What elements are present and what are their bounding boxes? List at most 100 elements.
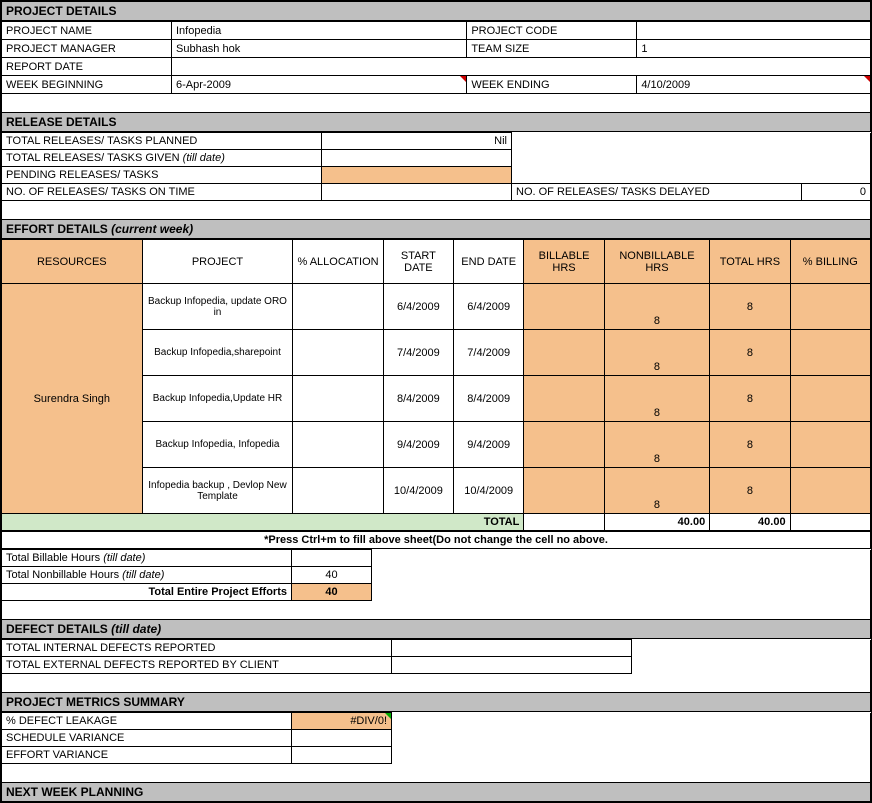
effort-end[interactable]: 9/4/2009 <box>454 422 524 468</box>
release-details-header: RELEASE DETAILS <box>1 112 871 132</box>
week-beginning-label: WEEK BEGINNING <box>2 76 172 94</box>
effort-total-billable[interactable] <box>524 514 604 531</box>
effort-total[interactable]: 8 <box>710 330 790 376</box>
week-beginning-value[interactable]: 6-Apr-2009 <box>172 76 467 94</box>
effort-billable[interactable] <box>524 330 604 376</box>
effort-end[interactable]: 8/4/2009 <box>454 376 524 422</box>
project-code-label: PROJECT CODE <box>467 22 637 40</box>
col-project: PROJECT <box>142 240 293 284</box>
effort-project[interactable]: Backup Infopedia, Infopedia <box>142 422 293 468</box>
effort-project[interactable]: Infopedia backup , Devlop New Template <box>142 468 293 514</box>
releases-delayed-label: NO. OF RELEASES/ TASKS DELAYED <box>512 184 802 201</box>
effort-project[interactable]: Backup Infopedia,sharepoint <box>142 330 293 376</box>
effort-total-pctbilling[interactable] <box>790 514 870 531</box>
effort-billable[interactable] <box>524 422 604 468</box>
effort-end[interactable]: 7/4/2009 <box>454 330 524 376</box>
effort-total[interactable]: 8 <box>710 376 790 422</box>
effort-allocation[interactable] <box>293 284 383 330</box>
effort-nonbillable[interactable]: 8 <box>604 422 709 468</box>
effort-total-total[interactable]: 40.00 <box>710 514 790 531</box>
effort-details-table: RESOURCES PROJECT % ALLOCATION START DAT… <box>1 239 871 531</box>
pending-releases-label: PENDING RELEASES/ TASKS <box>2 167 322 184</box>
effort-allocation[interactable] <box>293 468 383 514</box>
col-end-date: END DATE <box>454 240 524 284</box>
metrics-header: PROJECT METRICS SUMMARY <box>1 692 871 712</box>
releases-planned-value[interactable]: Nil <box>322 133 512 150</box>
col-resources: RESOURCES <box>2 240 143 284</box>
effort-allocation[interactable] <box>293 376 383 422</box>
project-manager-value[interactable]: Subhash hok <box>172 40 467 58</box>
nonbillable-hours-value[interactable]: 40 <box>292 567 372 584</box>
effort-project[interactable]: Backup Infopedia, update ORO in <box>142 284 293 330</box>
effort-start[interactable]: 6/4/2009 <box>383 284 453 330</box>
effort-total-nonbillable[interactable]: 40.00 <box>604 514 709 531</box>
effort-start[interactable]: 7/4/2009 <box>383 330 453 376</box>
next-week-header: NEXT WEEK PLANNING <box>1 782 871 802</box>
report-date-value[interactable] <box>172 58 871 76</box>
effort-pctbilling[interactable] <box>790 422 870 468</box>
effort-allocation[interactable] <box>293 422 383 468</box>
billable-hours-value[interactable] <box>292 550 372 567</box>
schedule-variance-value[interactable] <box>292 730 392 747</box>
defect-leakage-value[interactable]: #DIV/0! <box>292 713 392 730</box>
defect-details-table: TOTAL INTERNAL DEFECTS REPORTED TOTAL EX… <box>1 639 871 674</box>
effort-total[interactable]: 8 <box>710 468 790 514</box>
col-nonbillable-hrs: NONBILLABLE HRS <box>604 240 709 284</box>
releases-ontime-label: NO. OF RELEASES/ TASKS ON TIME <box>2 184 322 201</box>
project-name-label: PROJECT NAME <box>2 22 172 40</box>
defect-details-header: DEFECT DETAILS (till date) <box>1 619 871 639</box>
defect-leakage-label: % DEFECT LEAKAGE <box>2 713 292 730</box>
week-ending-value[interactable]: 4/10/2009 <box>637 76 871 94</box>
external-defects-value[interactable] <box>392 657 632 674</box>
total-efforts-value[interactable]: 40 <box>292 584 372 601</box>
effort-pctbilling[interactable] <box>790 284 870 330</box>
effort-total[interactable]: 8 <box>710 284 790 330</box>
effort-billable[interactable] <box>524 284 604 330</box>
internal-defects-label: TOTAL INTERNAL DEFECTS REPORTED <box>2 640 392 657</box>
col-billable-hrs: BILLABLE HRS <box>524 240 604 284</box>
effort-end[interactable]: 6/4/2009 <box>454 284 524 330</box>
effort-pctbilling[interactable] <box>790 468 870 514</box>
effort-nonbillable[interactable]: 8 <box>604 284 709 330</box>
effort-pctbilling[interactable] <box>790 376 870 422</box>
effort-start[interactable]: 9/4/2009 <box>383 422 453 468</box>
release-details-table: TOTAL RELEASES/ TASKS PLANNED Nil TOTAL … <box>1 132 871 201</box>
team-size-value[interactable]: 1 <box>637 40 871 58</box>
effort-details-header: EFFORT DETAILS (current week) <box>1 219 871 239</box>
effort-nonbillable[interactable]: 8 <box>604 330 709 376</box>
project-name-value[interactable]: Infopedia <box>172 22 467 40</box>
effort-variance-value[interactable] <box>292 747 392 764</box>
effort-total[interactable]: 8 <box>710 422 790 468</box>
releases-ontime-value[interactable] <box>322 184 512 201</box>
col-start-date: START DATE <box>383 240 453 284</box>
effort-hint: *Press Ctrl+m to fill above sheet(Do not… <box>2 532 871 549</box>
project-code-value[interactable] <box>637 22 871 40</box>
hours-summary-table: Total Billable Hours (till date) Total N… <box>1 549 871 601</box>
effort-start[interactable]: 8/4/2009 <box>383 376 453 422</box>
effort-project[interactable]: Backup Infopedia,Update HR <box>142 376 293 422</box>
effort-end[interactable]: 10/4/2009 <box>454 468 524 514</box>
effort-billable[interactable] <box>524 376 604 422</box>
col-pct-billing: % BILLING <box>790 240 870 284</box>
effort-nonbillable[interactable]: 8 <box>604 376 709 422</box>
pending-releases-value[interactable] <box>322 167 512 184</box>
internal-defects-value[interactable] <box>392 640 632 657</box>
effort-nonbillable[interactable]: 8 <box>604 468 709 514</box>
resource-name: Surendra Singh <box>2 284 143 514</box>
metrics-table: % DEFECT LEAKAGE #DIV/0! SCHEDULE VARIAN… <box>1 712 871 764</box>
nonbillable-hours-label: Total Nonbillable Hours (till date) <box>2 567 292 584</box>
effort-allocation[interactable] <box>293 330 383 376</box>
effort-billable[interactable] <box>524 468 604 514</box>
releases-given-value[interactable] <box>322 150 512 167</box>
col-total-hrs: TOTAL HRS <box>710 240 790 284</box>
releases-delayed-value[interactable]: 0 <box>802 184 871 201</box>
week-ending-label: WEEK ENDING <box>467 76 637 94</box>
effort-start[interactable]: 10/4/2009 <box>383 468 453 514</box>
project-manager-label: PROJECT MANAGER <box>2 40 172 58</box>
releases-planned-label: TOTAL RELEASES/ TASKS PLANNED <box>2 133 322 150</box>
billable-hours-label: Total Billable Hours (till date) <box>2 550 292 567</box>
releases-given-label: TOTAL RELEASES/ TASKS GIVEN (till date) <box>2 150 322 167</box>
external-defects-label: TOTAL EXTERNAL DEFECTS REPORTED BY CLIEN… <box>2 657 392 674</box>
effort-pctbilling[interactable] <box>790 330 870 376</box>
report-date-label: REPORT DATE <box>2 58 172 76</box>
